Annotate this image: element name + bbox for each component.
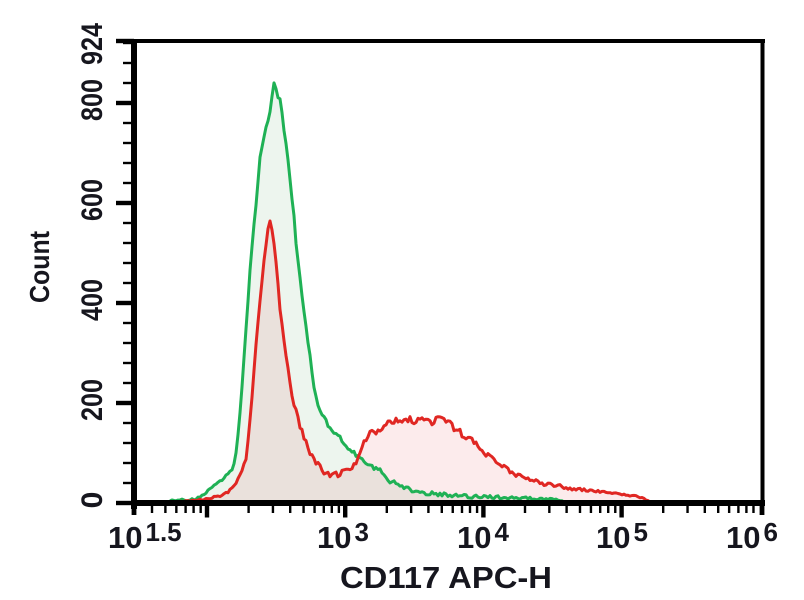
svg-text:400: 400 xyxy=(76,279,109,321)
svg-text:800: 800 xyxy=(76,79,109,121)
svg-text:Count: Count xyxy=(24,231,55,303)
svg-text:600: 600 xyxy=(76,179,109,221)
svg-text:CD117 APC-H: CD117 APC-H xyxy=(340,560,552,595)
svg-text:0: 0 xyxy=(76,492,109,509)
svg-text:200: 200 xyxy=(76,379,109,421)
svg-text:924: 924 xyxy=(76,23,109,65)
svg-text:104: 10 4 xyxy=(457,517,509,555)
